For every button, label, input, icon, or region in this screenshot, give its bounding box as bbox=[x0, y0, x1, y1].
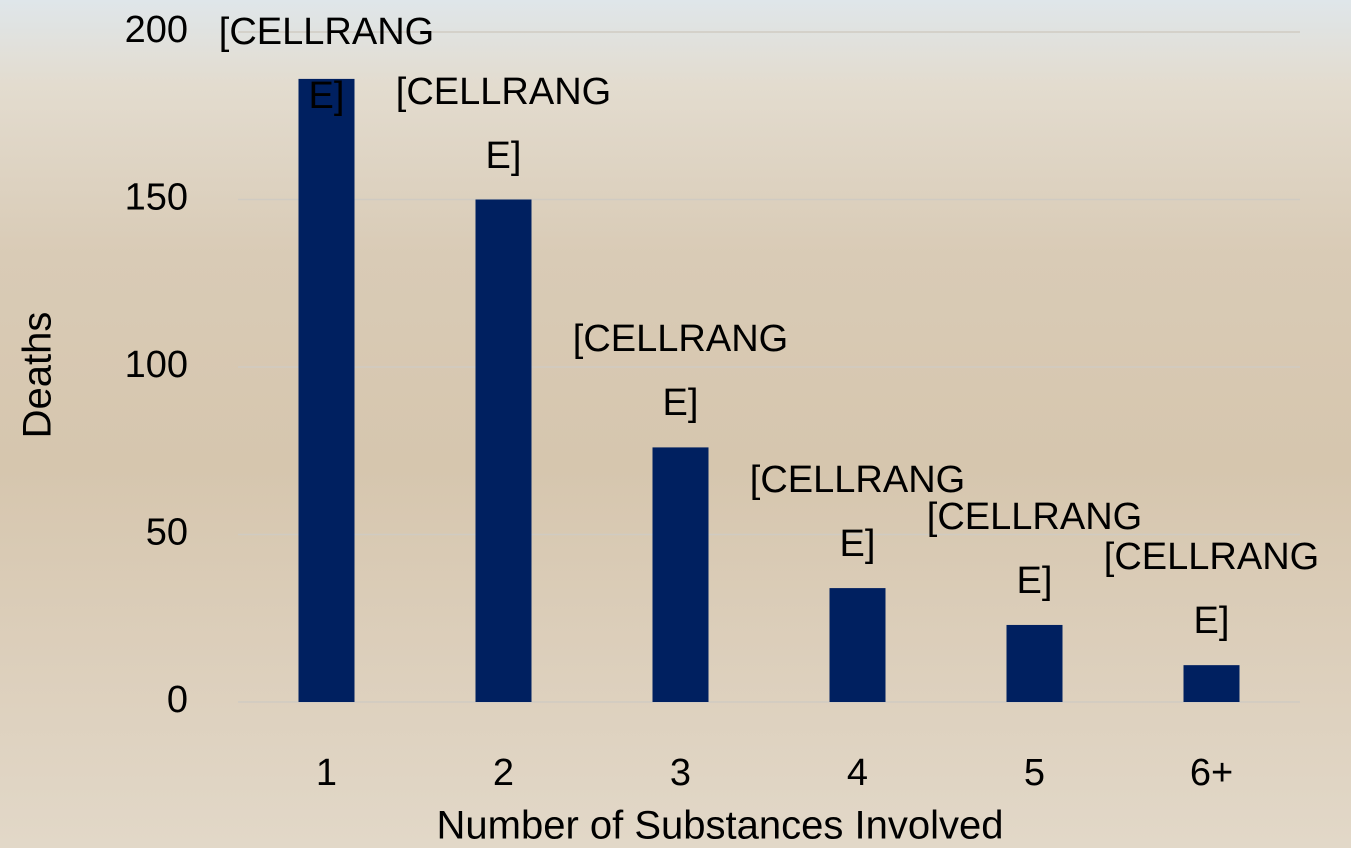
bar bbox=[1183, 665, 1240, 702]
x-tick-label: 4 bbox=[847, 752, 868, 794]
data-label: [CELLRANGE] bbox=[926, 495, 1143, 602]
y-tick-label: 200 bbox=[125, 9, 188, 51]
data-label: [CELLRANGE] bbox=[395, 70, 612, 177]
x-tick-label: 2 bbox=[493, 752, 514, 794]
y-tick-label: 150 bbox=[125, 177, 188, 219]
data-label: [CELLRANGE] bbox=[1103, 536, 1320, 643]
x-tick-label: 5 bbox=[1024, 752, 1045, 794]
y-tick-label: 0 bbox=[167, 679, 188, 721]
data-label: [CELLRANGE] bbox=[749, 459, 966, 566]
data-label: [CELLRANGE] bbox=[218, 11, 435, 117]
y-axis-title: Deaths bbox=[16, 312, 60, 439]
y-tick-label: 100 bbox=[125, 344, 188, 386]
y-tick-label: 50 bbox=[146, 512, 188, 554]
bar bbox=[475, 199, 532, 702]
x-tick-label: 6+ bbox=[1190, 752, 1233, 794]
x-axis-title: Number of Substances Involved bbox=[437, 804, 1004, 848]
data-label: [CELLRANGE] bbox=[572, 318, 789, 425]
bar bbox=[652, 447, 709, 702]
x-tick-label: 3 bbox=[670, 752, 691, 794]
bar bbox=[1006, 624, 1063, 702]
bar bbox=[829, 588, 886, 702]
x-tick-label: 1 bbox=[316, 752, 337, 794]
bar bbox=[298, 78, 355, 702]
